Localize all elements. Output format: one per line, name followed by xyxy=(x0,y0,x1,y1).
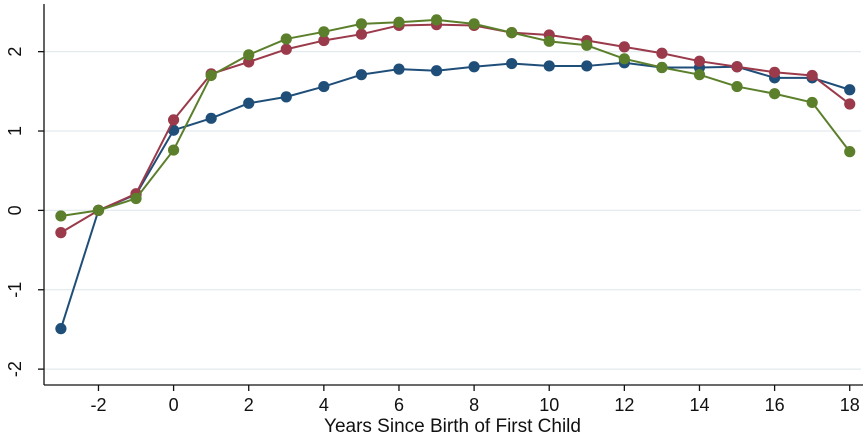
data-point xyxy=(318,26,330,38)
data-point xyxy=(468,18,480,30)
x-tick-label: 18 xyxy=(840,395,860,415)
data-point xyxy=(167,144,180,156)
x-tick-label: 16 xyxy=(765,395,785,415)
y-tick-label: -1 xyxy=(5,282,25,298)
x-tick-label: 10 xyxy=(539,395,559,415)
data-point xyxy=(280,33,292,45)
x-tick-label: 0 xyxy=(169,395,179,415)
data-point xyxy=(844,98,856,110)
data-point xyxy=(55,210,67,222)
x-tick-label: 8 xyxy=(469,395,479,415)
data-point xyxy=(355,69,368,81)
data-point xyxy=(618,41,630,53)
data-point xyxy=(618,53,630,65)
series-lines xyxy=(55,14,856,335)
data-point xyxy=(656,61,668,74)
data-point xyxy=(318,34,330,47)
y-tick-label: 1 xyxy=(5,126,25,136)
y-tick-label: 0 xyxy=(5,205,25,215)
data-point xyxy=(543,35,555,47)
data-point xyxy=(543,60,555,72)
data-point xyxy=(205,69,217,82)
data-point xyxy=(769,66,781,78)
data-point xyxy=(55,323,67,335)
data-point xyxy=(130,192,142,205)
data-point xyxy=(506,27,518,39)
data-point xyxy=(355,18,368,30)
data-point xyxy=(167,114,180,126)
x-tick-label: 6 xyxy=(394,395,404,415)
gridlines xyxy=(44,51,861,370)
data-point xyxy=(92,204,105,216)
series-3 xyxy=(55,14,856,222)
data-point xyxy=(205,112,217,124)
data-point xyxy=(581,39,593,51)
data-point xyxy=(280,43,292,55)
x-tick-label: 4 xyxy=(319,395,329,415)
series-line-3 xyxy=(60,18,851,217)
x-tick-label: -2 xyxy=(90,395,106,415)
data-point xyxy=(693,55,706,67)
data-point xyxy=(656,47,668,59)
data-point xyxy=(506,57,518,70)
data-point xyxy=(731,80,743,93)
data-point xyxy=(243,49,255,61)
data-point xyxy=(769,88,781,100)
data-point xyxy=(468,61,480,73)
axes xyxy=(38,4,863,391)
x-tick-label: 14 xyxy=(689,395,709,415)
y-tick-label: 2 xyxy=(5,47,25,57)
data-point xyxy=(430,14,443,26)
data-point xyxy=(355,28,368,40)
data-point xyxy=(318,80,330,93)
data-point xyxy=(693,69,706,81)
x-axis-title: Years Since Birth of First Child xyxy=(324,416,581,437)
data-point xyxy=(243,97,255,109)
y-tick-label: -2 xyxy=(5,361,25,377)
data-point xyxy=(806,96,818,109)
data-point xyxy=(280,91,292,103)
data-point xyxy=(806,69,818,82)
data-point xyxy=(393,16,405,28)
x-tick-label: 12 xyxy=(614,395,634,415)
data-point xyxy=(731,61,743,73)
series-line-1 xyxy=(59,61,851,329)
series-1 xyxy=(55,57,856,335)
data-point xyxy=(581,60,593,72)
data-point xyxy=(430,65,443,77)
x-tick-label: 2 xyxy=(244,395,254,415)
data-point xyxy=(393,63,405,75)
data-point xyxy=(55,227,67,239)
data-point xyxy=(844,146,856,158)
series-line-2 xyxy=(60,23,851,234)
data-point xyxy=(844,84,856,96)
